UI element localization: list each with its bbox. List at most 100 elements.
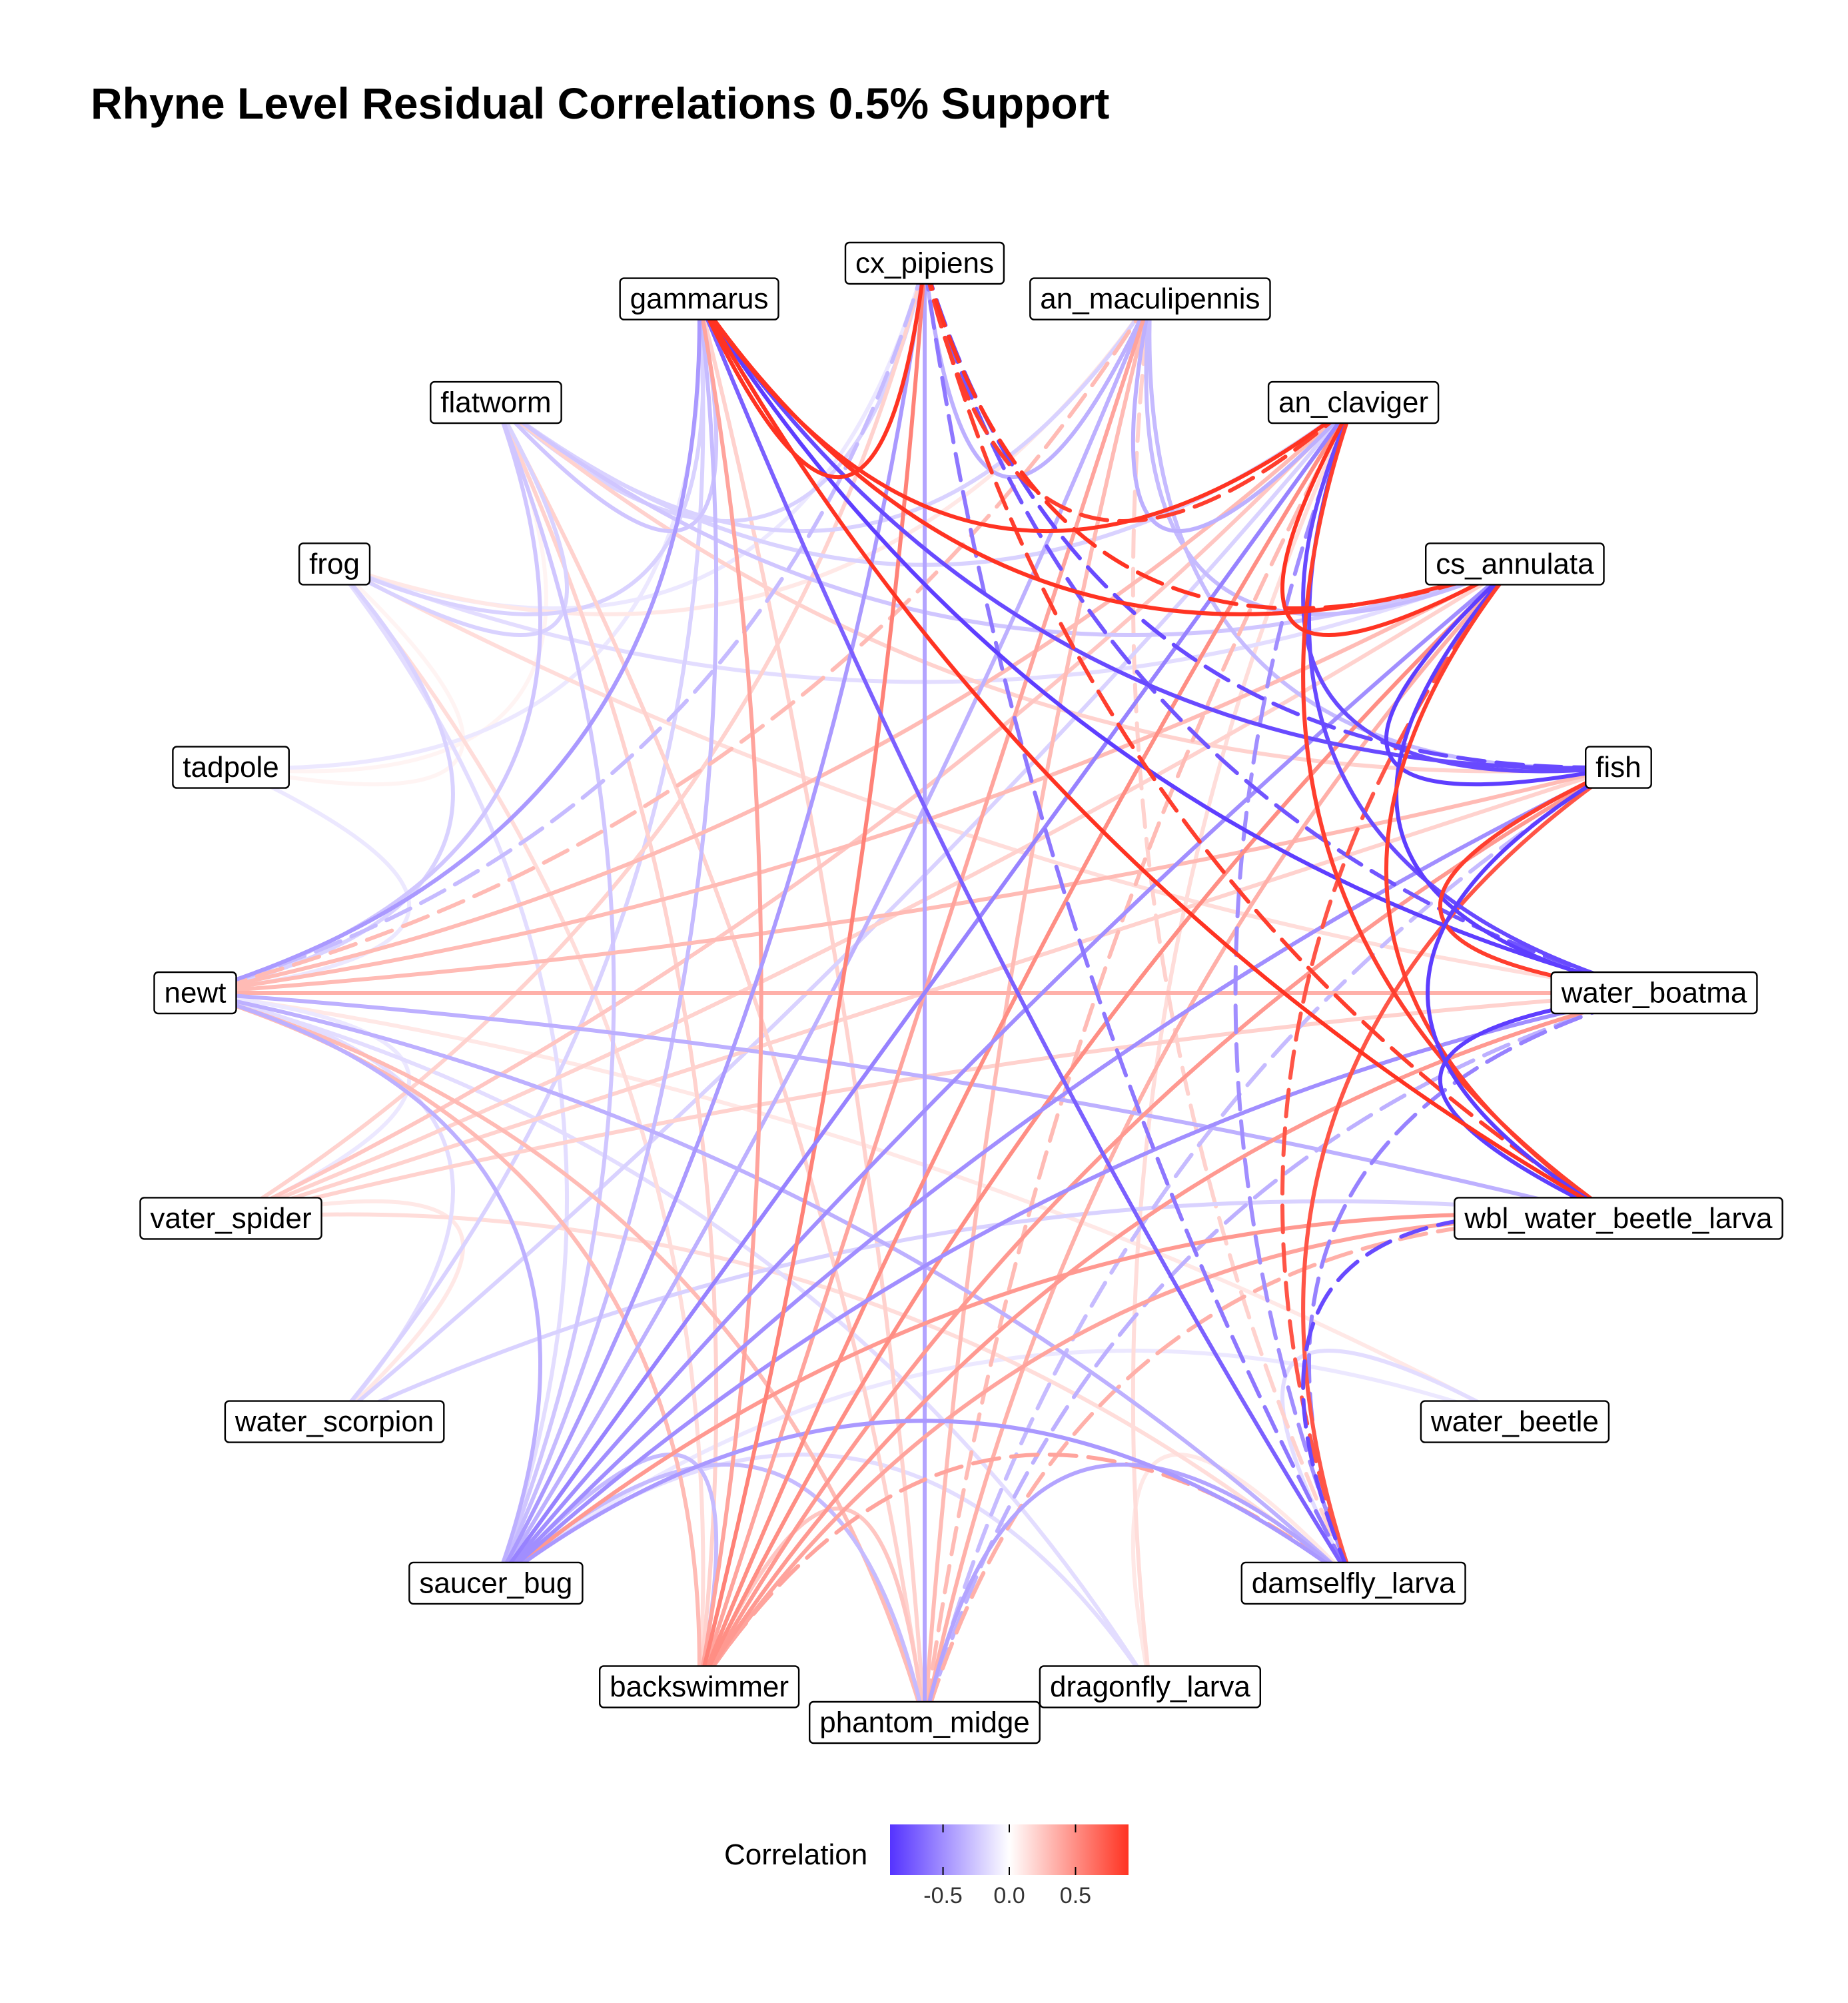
node-box [599, 1665, 800, 1708]
edge-gammarus-cx_pipiens [697, 261, 927, 480]
node-label: wbl_water_beetle_larva [1464, 1202, 1773, 1235]
edge-cx_pipiens-damselfly_larva [923, 261, 1356, 1585]
node-label: phantom_midge [819, 1706, 1030, 1739]
node-label: water_scorpion [234, 1405, 434, 1438]
edge-an_claviger-backswimmer [697, 400, 1356, 1689]
node-box [1424, 542, 1605, 586]
chart-title: Rhyne Level Residual Correlations 0.5% S… [91, 79, 1109, 128]
node-box [1039, 1665, 1262, 1708]
edge-an_claviger-water_scorpion [332, 400, 1356, 1424]
node-damselfly_larva: damselfly_larva [1240, 1561, 1466, 1605]
edge-cx_pipiens-saucer_bug [494, 261, 927, 1585]
legend: Correlation -0.5 0.0 0.5 [724, 1824, 1129, 1908]
edge-cs_annulata-wbl_water_beetle_larva [1384, 562, 1621, 1221]
node-box [408, 1561, 584, 1605]
edge-an_maculipennis-phantom_midge [923, 297, 1153, 1724]
edge-an_claviger-fish [1301, 400, 1621, 774]
legend-tick-label: 0.5 [1060, 1883, 1091, 1908]
node-label: gammarus [630, 283, 769, 315]
edge-gammarus-tadpole [229, 297, 702, 770]
edge-an_claviger-dragonfly_larva [1131, 400, 1356, 1689]
node-frog: frog [298, 542, 371, 586]
edge-damselfly_larva-dragonfly_larva [1131, 1452, 1356, 1689]
edge-wbl_water_beetle_larva-water_scorpion [332, 1199, 1621, 1424]
node-label: an_maculipennis [1040, 283, 1260, 315]
edge-an_claviger-saucer_bug [494, 400, 1356, 1585]
node-wbl_water_beetle_larva: wbl_water_beetle_larva [1454, 1197, 1783, 1240]
node-box [808, 1700, 1041, 1744]
node-fish: fish [1584, 746, 1652, 789]
node-label: fish [1596, 751, 1641, 784]
legend-tick-label: -0.5 [923, 1883, 963, 1908]
edge-gammarus-water_scorpion [332, 297, 705, 1424]
edge-water_boatman-water_spider [229, 991, 1656, 1221]
edge-an_maculipennis-an_claviger [1131, 297, 1356, 534]
node-water_boatman: water_boatma [1550, 971, 1758, 1015]
node-label: cx_pipiens [855, 247, 994, 280]
edge-gammarus-fish [697, 297, 1621, 770]
edge-water_scorpion-water_spider [229, 1199, 466, 1424]
node-box [1454, 1197, 1783, 1240]
node-box [1584, 746, 1652, 789]
node-label: dragonfly_larva [1050, 1670, 1250, 1703]
edge-cs_annulata-fish [1384, 562, 1621, 787]
node-box [153, 971, 237, 1015]
node-cx_pipiens: cx_pipiens [844, 241, 1005, 285]
node-phantom_midge: phantom_midge [808, 1700, 1041, 1744]
edge-an_claviger-wbl_water_beetle_larva [1301, 400, 1621, 1221]
edge-phantom_midge-flatworm [494, 400, 927, 1724]
edge-newt-flatworm [193, 400, 542, 995]
edge-layer [193, 261, 1656, 1724]
node-water_spider: vater_spider [139, 1197, 322, 1240]
node-box [1420, 1400, 1610, 1443]
edge-an_maculipennis-damselfly_larva [1131, 297, 1356, 1585]
node-label: tadpole [183, 751, 278, 784]
edge-damselfly_larva-saucer_bug [494, 1419, 1356, 1585]
node-box [298, 542, 371, 586]
node-newt: newt [153, 971, 237, 1015]
edge-an_maculipennis-newt [193, 297, 1153, 995]
edge-fish-wbl_water_beetle_larva [1426, 765, 1621, 1221]
node-label: flatworm [440, 386, 551, 419]
edge-cs_annulata-saucer_bug [494, 562, 1517, 1585]
edge-water_boatman-damselfly_larva [1307, 991, 1656, 1585]
node-dragonfly_larva: dragonfly_larva [1039, 1665, 1262, 1708]
edge-an_maculipennis-frog [332, 297, 1153, 616]
node-box [224, 1400, 445, 1443]
edge-an_claviger-phantom_midge [923, 400, 1356, 1724]
legend-title: Correlation [724, 1838, 867, 1871]
node-water_scorpion: water_scorpion [224, 1400, 445, 1443]
edge-cs_annulata-water_spider [229, 562, 1517, 1221]
edge-an_claviger-water_spider [229, 400, 1356, 1221]
node-an_claviger: an_claviger [1267, 380, 1440, 424]
edge-water_boatman-backswimmer [697, 991, 1656, 1689]
node-box [844, 241, 1005, 285]
edge-gammarus-damselfly_larva [697, 297, 1356, 1585]
node-an_maculipennis: an_maculipennis [1029, 277, 1271, 321]
legend-colorbar [890, 1824, 1129, 1875]
edge-wbl_water_beetle_larva-saucer_bug [494, 1212, 1621, 1585]
node-box [430, 380, 562, 424]
edge-cx_pipiens-newt [193, 261, 927, 995]
edge-an_maculipennis-saucer_bug [494, 297, 1153, 1585]
node-label: newt [165, 977, 227, 1009]
edge-phantom_midge-newt [193, 991, 927, 1724]
node-label: frog [309, 548, 360, 580]
edge-cs_annulata-water_boatman [1394, 562, 1656, 995]
edge-wbl_water_beetle_larva-newt [193, 991, 1621, 1221]
edge-gammarus-saucer_bug [494, 297, 719, 1585]
edge-cs_annulata-newt [193, 562, 1517, 995]
edge-cx_pipiens-backswimmer [697, 261, 927, 1689]
node-box [1550, 971, 1758, 1015]
edge-gammarus-phantom_midge [697, 297, 927, 1724]
edge-fish-phantom_midge [923, 765, 1621, 1724]
node-label: water_beetle [1430, 1405, 1599, 1438]
edge-cs_annulata-phantom_midge [923, 562, 1517, 1724]
node-label: saucer_bug [419, 1567, 572, 1599]
edge-saucer_bug-newt [193, 991, 542, 1585]
edge-water_boatman-saucer_bug [494, 991, 1656, 1585]
node-saucer_bug: saucer_bug [408, 1561, 584, 1605]
node-cs_annulata: cs_annulata [1424, 542, 1605, 586]
node-label: an_claviger [1278, 386, 1428, 419]
